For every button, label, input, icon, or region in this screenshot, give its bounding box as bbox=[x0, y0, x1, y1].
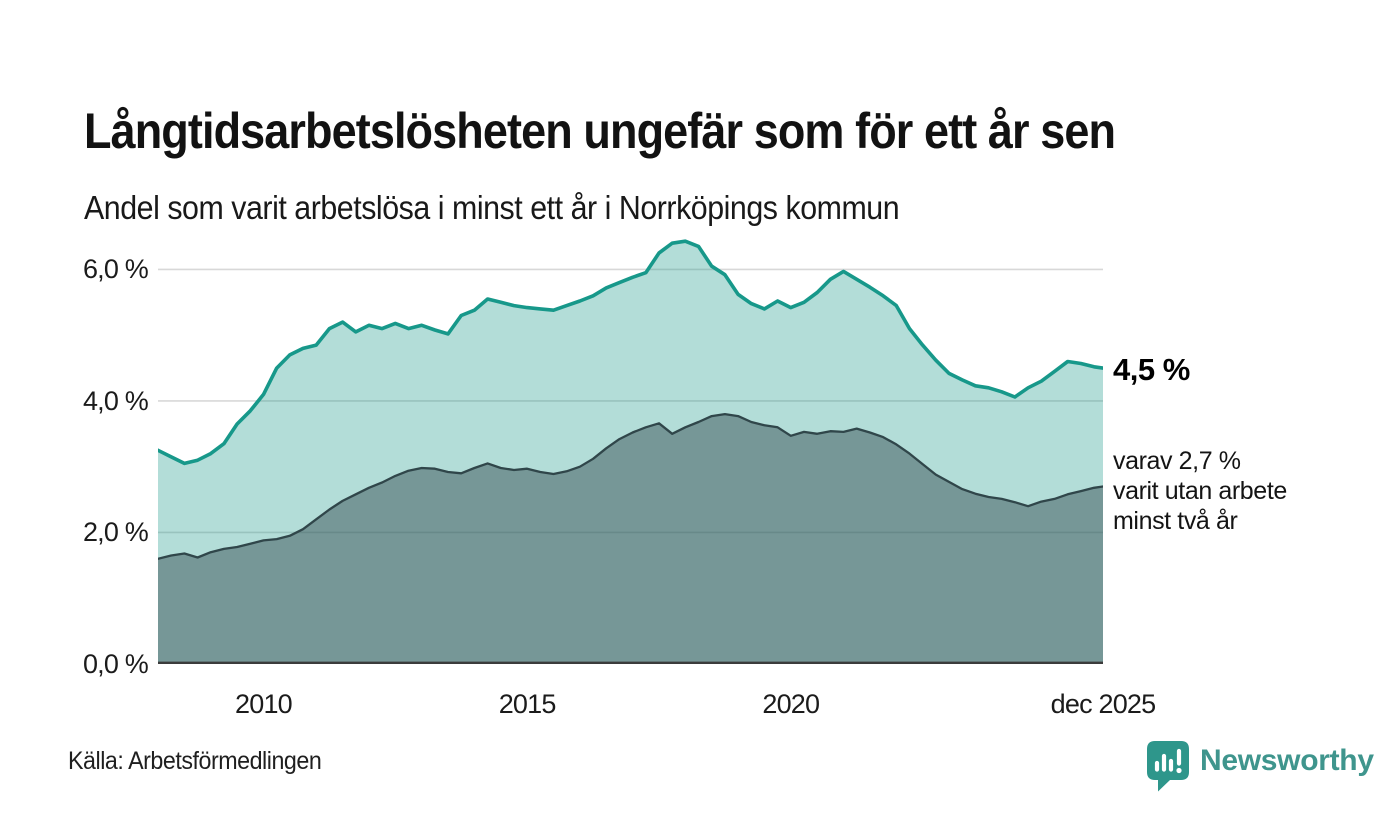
x-tick-label: 2020 bbox=[762, 689, 820, 719]
plot-area bbox=[156, 230, 1105, 664]
brand-wordmark: Newsworthy bbox=[1200, 744, 1374, 777]
x-tick-label: 2015 bbox=[498, 689, 557, 719]
source-label: Källa: Arbetsförmedlingen bbox=[68, 747, 322, 775]
newsworthy-logo: Newsworthy bbox=[1146, 740, 1374, 792]
line-Varav arbetslösa minst två år bbox=[156, 412, 1105, 560]
x-tick-label: 2010 bbox=[235, 689, 293, 719]
newsworthy-bubble-chart-icon bbox=[1147, 741, 1189, 792]
line-Arbetslösa minst ett år bbox=[156, 239, 1105, 466]
y-tick-label: 2,0 % bbox=[82, 517, 149, 548]
chart-title: Långtidsarbetslösheten ungefär som för e… bbox=[84, 102, 1116, 159]
y-tick-label: 0,0 % bbox=[82, 649, 149, 679]
y-tick-label: 6,0 % bbox=[82, 254, 149, 285]
subset-annotation: varav 2,7 % varit utan arbete minst två … bbox=[1113, 447, 1287, 535]
area-chart bbox=[156, 239, 1105, 664]
x-tick-label: dec 2025 bbox=[1050, 689, 1157, 719]
y-tick-label: 4,0 % bbox=[82, 385, 149, 416]
area-Arbetslösa minst ett år bbox=[158, 241, 1103, 664]
end-value-label: 4,5 % bbox=[1113, 352, 1190, 387]
chart-subtitle: Andel som varit arbetslösa i minst ett å… bbox=[84, 189, 900, 226]
